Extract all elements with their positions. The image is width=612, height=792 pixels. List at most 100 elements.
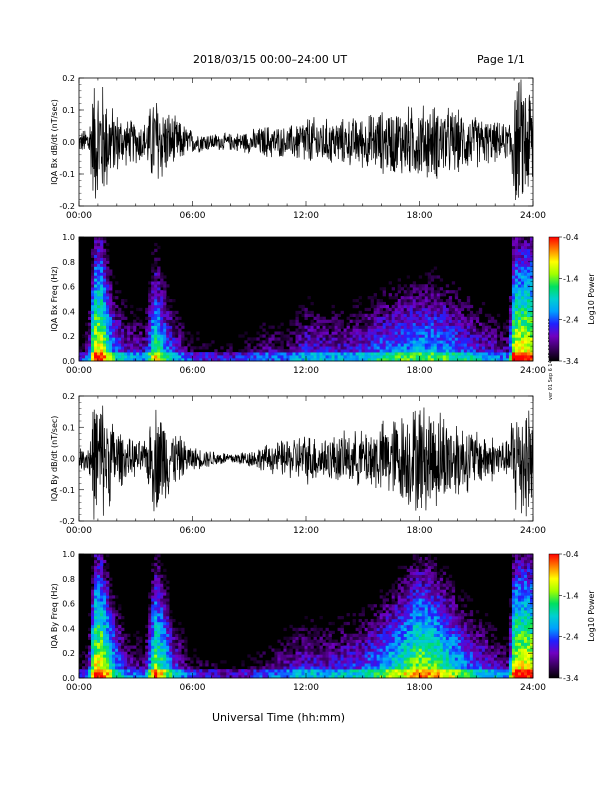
heatmap-cell bbox=[517, 334, 522, 338]
heatmap-cell bbox=[382, 672, 386, 676]
heatmap-cell bbox=[298, 651, 302, 655]
heatmap-cell bbox=[124, 325, 128, 329]
heatmap-cell bbox=[172, 325, 176, 329]
heatmap-cell bbox=[136, 642, 140, 646]
heatmap-cell bbox=[319, 648, 323, 652]
heatmap-cell bbox=[85, 645, 89, 649]
heatmap-cell bbox=[367, 322, 371, 326]
heatmap-cell bbox=[187, 657, 191, 661]
heatmap-cell bbox=[307, 639, 311, 643]
heatmap-cell bbox=[178, 316, 182, 320]
heatmap-cell bbox=[391, 672, 395, 676]
heatmap-cell bbox=[166, 307, 170, 312]
heatmap-cell bbox=[502, 352, 507, 356]
heatmap-cell bbox=[295, 340, 299, 344]
heatmap-cell bbox=[295, 346, 299, 350]
heatmap-cell bbox=[166, 322, 170, 326]
heatmap-cell bbox=[433, 325, 438, 329]
heatmap-cell bbox=[394, 610, 399, 614]
heatmap-cell bbox=[160, 669, 164, 673]
heatmap-cell bbox=[295, 654, 299, 658]
heatmap-cell bbox=[460, 319, 465, 323]
heatmap-cell bbox=[418, 310, 423, 315]
heatmap-cell bbox=[349, 648, 353, 652]
heatmap-cell bbox=[349, 642, 353, 646]
heatmap-cell bbox=[109, 310, 113, 315]
heatmap-cell bbox=[451, 304, 456, 309]
heatmap-cell bbox=[274, 349, 278, 353]
heatmap-cell bbox=[412, 610, 417, 614]
heatmap-cell bbox=[412, 601, 417, 605]
heatmap-cell bbox=[142, 654, 146, 658]
heatmap-cell bbox=[355, 672, 359, 676]
heatmap-cell bbox=[403, 328, 408, 332]
heatmap-cell bbox=[268, 352, 272, 356]
heatmap-cell bbox=[148, 624, 152, 629]
heatmap-cell bbox=[145, 352, 149, 356]
heatmap-cell bbox=[388, 604, 392, 608]
heatmap-cell bbox=[163, 304, 167, 309]
heatmap-cell bbox=[298, 310, 302, 315]
heatmap-cell bbox=[319, 627, 323, 632]
heatmap-cell bbox=[373, 654, 377, 658]
heatmap-cell bbox=[328, 325, 332, 329]
heatmap-cell bbox=[106, 669, 110, 673]
heatmap-cell bbox=[283, 334, 287, 338]
heatmap-cell bbox=[97, 660, 101, 664]
heatmap-cell bbox=[376, 334, 380, 338]
heatmap-cell bbox=[367, 331, 371, 335]
heatmap-cell bbox=[331, 630, 335, 635]
heatmap-cell bbox=[376, 319, 380, 323]
heatmap-cell bbox=[382, 627, 386, 632]
heatmap-cell bbox=[166, 651, 170, 655]
heatmap-cell bbox=[397, 301, 402, 306]
heatmap-cell bbox=[520, 278, 525, 282]
heatmap-cell bbox=[112, 325, 116, 329]
heatmap-cell bbox=[106, 616, 110, 620]
heatmap-cell bbox=[352, 352, 356, 356]
heatmap-cell bbox=[97, 316, 101, 320]
heatmap-cell bbox=[361, 654, 365, 658]
heatmap-cell bbox=[424, 299, 429, 303]
heatmap-cell bbox=[442, 328, 447, 332]
heatmap-cell bbox=[475, 355, 480, 359]
heatmap-cell bbox=[109, 636, 113, 640]
heatmap-cell bbox=[391, 592, 395, 596]
heatmap-cell bbox=[124, 642, 128, 646]
heatmap-cell bbox=[184, 675, 188, 679]
heatmap-cell bbox=[511, 266, 516, 270]
heatmap-cell bbox=[100, 245, 104, 250]
heatmap-cell bbox=[472, 322, 477, 326]
heatmap-cell bbox=[112, 313, 116, 318]
heatmap-cell bbox=[259, 325, 263, 329]
heatmap-cell bbox=[91, 589, 95, 593]
heatmap-cell bbox=[376, 618, 380, 623]
heatmap-cell bbox=[412, 349, 417, 353]
heatmap-cell bbox=[367, 355, 371, 359]
heatmap-cell bbox=[109, 669, 113, 673]
heatmap-cell bbox=[367, 604, 371, 608]
heatmap-cell bbox=[481, 322, 486, 326]
heatmap-cell bbox=[118, 642, 122, 646]
heatmap-cell bbox=[439, 343, 444, 347]
heatmap-cell bbox=[424, 343, 429, 347]
heatmap-cell bbox=[319, 340, 323, 344]
heatmap-cell bbox=[358, 630, 362, 635]
heatmap-cell bbox=[112, 672, 116, 676]
heatmap-cell bbox=[319, 322, 323, 326]
heatmap-cell bbox=[403, 621, 408, 626]
heatmap-cell bbox=[103, 565, 107, 570]
heatmap-cell bbox=[283, 663, 287, 667]
heatmap-cell bbox=[466, 343, 471, 347]
heatmap-cell bbox=[484, 343, 489, 347]
heatmap-cell bbox=[118, 645, 122, 649]
heatmap-cell bbox=[376, 663, 380, 667]
heatmap-cell bbox=[124, 654, 128, 658]
heatmap-cell bbox=[292, 358, 296, 362]
heatmap-cell bbox=[112, 654, 116, 658]
heatmap-cell bbox=[409, 310, 414, 315]
heatmap-cell bbox=[421, 328, 426, 332]
heatmap-cell bbox=[187, 669, 191, 673]
heatmap-cell bbox=[469, 334, 474, 338]
heatmap-cell bbox=[406, 316, 411, 320]
